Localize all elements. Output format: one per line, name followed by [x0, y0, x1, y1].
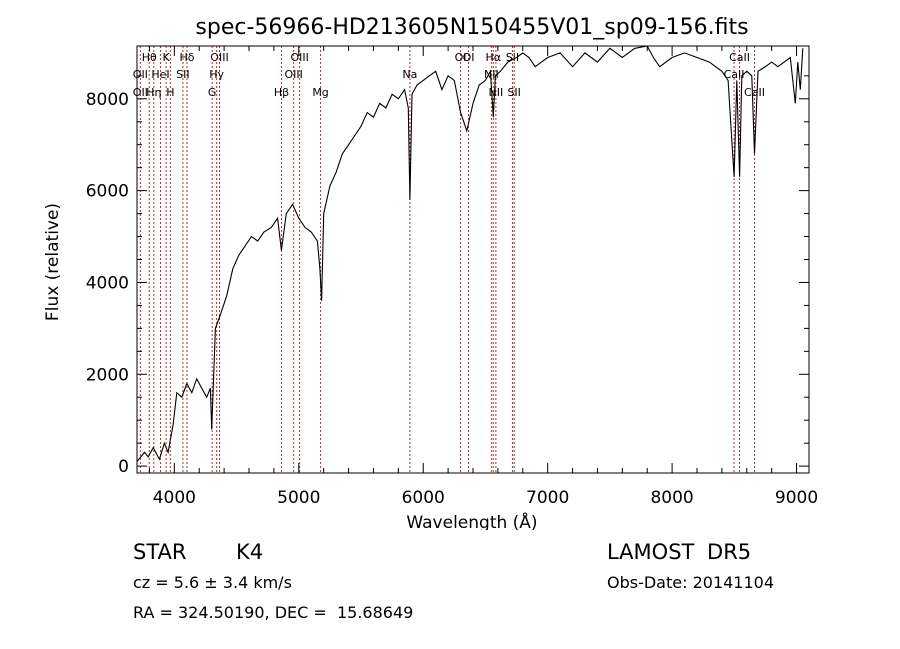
y-axis-label: Flux (relative) — [43, 203, 63, 321]
spectral-line-label: OII — [133, 68, 148, 81]
y-tick-label: 0 — [118, 457, 129, 477]
spectral-line-label: OIII — [284, 68, 302, 81]
y-axis-ticks: 0 2000 4000 6000 8000 — [86, 75, 809, 477]
x-tick-label: 6000 — [402, 488, 445, 508]
x-tick-label: 4000 — [153, 488, 196, 508]
x-tick-label: 8000 — [650, 488, 693, 508]
spectral-line-label: HeI — [151, 68, 169, 81]
spectral-line-label: G — [208, 86, 217, 99]
spectral-line-label: OIII — [290, 51, 308, 64]
spectral-line-label: OI — [463, 51, 475, 64]
spectral-line-label: CaII — [744, 86, 765, 99]
spectral-line-label: K — [163, 51, 171, 64]
spectral-line-label: Hγ — [209, 68, 224, 81]
survey-label: LAMOST DR5 — [607, 540, 752, 564]
spectral-line-label: SII — [176, 68, 189, 81]
x-tick-label: 5000 — [277, 488, 320, 508]
spectral-line-label: CaII — [729, 51, 750, 64]
y-tick-label: 2000 — [86, 365, 129, 385]
obs-date: Obs-Date: 20141104 — [607, 573, 775, 592]
spectral-line-label: Hα — [486, 51, 502, 64]
spectral-line-label: Hβ — [274, 86, 289, 99]
object-class: STAR — [133, 540, 187, 564]
y-tick-label: 6000 — [86, 182, 129, 202]
x-axis-label: Wavelength (Å) — [406, 511, 537, 530]
object-subclass: K4 — [236, 540, 264, 564]
redshift-text: cz = 5.6 ± 3.4 km/s — [133, 573, 292, 592]
y-tick-label: 4000 — [86, 273, 129, 293]
spectral-line-label: Hθ — [142, 51, 157, 64]
spectrum-chart: spec-56966-HD213605N150455V01_sp09-156.f… — [43, 15, 818, 530]
spectral-line-label: OIII — [210, 51, 228, 64]
spectral-line-label: H — [166, 86, 174, 99]
spectral-line-label: CaII — [724, 68, 745, 81]
spectral-line-label: Mg — [312, 86, 328, 99]
spectral-line-label: Hη — [146, 86, 161, 99]
y-tick-label: 8000 — [86, 90, 129, 110]
x-tick-label: 9000 — [775, 488, 818, 508]
spectral-line-label: NII — [489, 86, 504, 99]
spectral-line-label: SII — [506, 51, 519, 64]
spectral-line-label: Hδ — [180, 51, 195, 64]
x-tick-label: 7000 — [526, 488, 569, 508]
spectral-line-label: SII — [507, 86, 520, 99]
coordinates: RA = 324.50190, DEC = 15.68649 — [133, 603, 414, 622]
spectral-line-label: OI — [455, 51, 467, 64]
spectral-line-label: Na — [402, 68, 417, 81]
x-axis-ticks: 4000 5000 6000 7000 8000 9000 — [148, 46, 818, 508]
plot-frame — [136, 45, 810, 474]
chart-title: spec-56966-HD213605N150455V01_sp09-156.f… — [195, 15, 748, 40]
spectrum-line — [136, 45, 804, 462]
